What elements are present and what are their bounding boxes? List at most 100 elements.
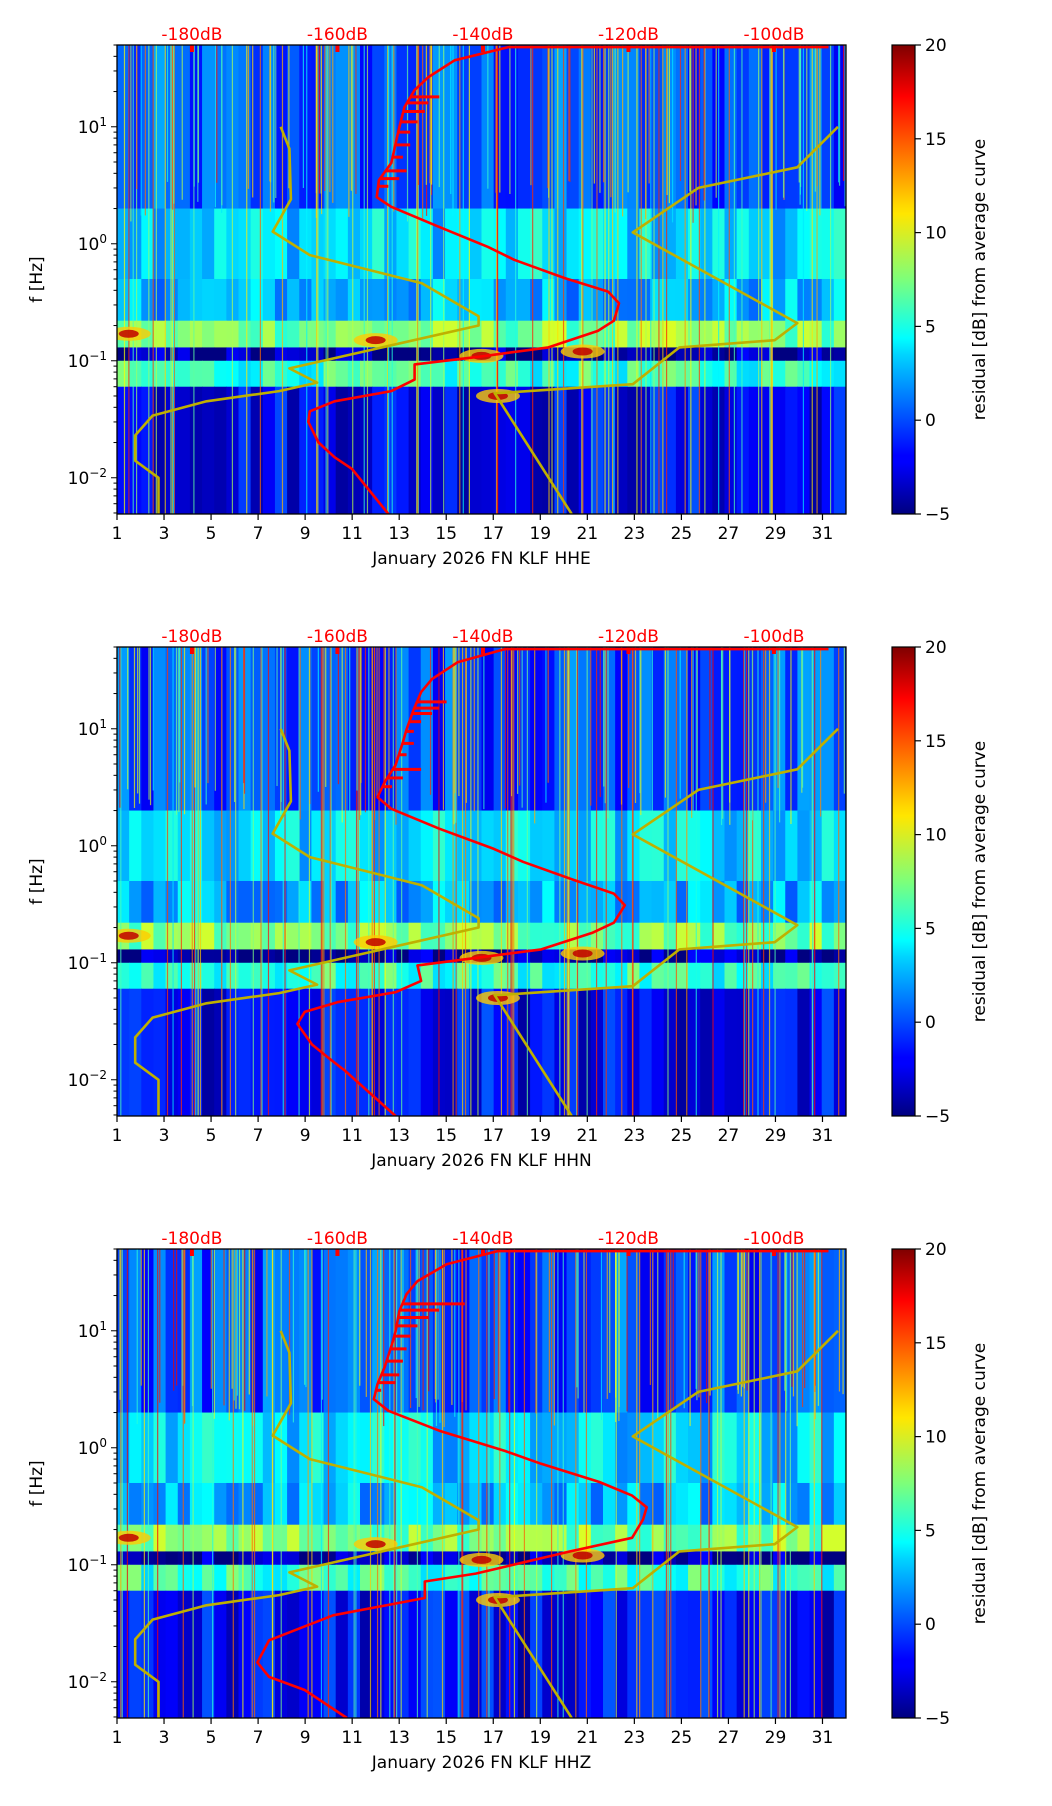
spectrogram-cell [202,810,215,882]
spectrogram-cell [299,880,312,924]
spectrogram-cell [177,360,191,388]
spectrogram-cell [250,1551,264,1566]
spectrogram-cell [542,922,555,951]
spectrogram-cell [408,45,422,210]
spectrogram-hotspot [118,931,139,940]
spectrogram-streak [453,647,455,825]
spectrogram-cell [360,1482,373,1526]
spectrogram-cell [493,962,507,990]
spectrogram-cell [372,1482,385,1526]
spectrogram-cell [712,880,726,924]
spectrogram-cell [481,360,495,388]
spectrogram-streak [137,647,139,794]
spectrogram-cell [833,1551,846,1566]
x-tick-label: 5 [206,1126,217,1146]
spectrogram-cell [615,1551,628,1566]
spectrogram-streak [602,45,605,183]
spectrogram-cell [432,386,446,514]
spectrogram-cell [603,1524,616,1553]
spectrogram-cell [214,45,227,210]
spectrogram-streak [191,647,193,1116]
db-tick [480,647,485,654]
spectrogram-cell [700,1590,713,1718]
spectrogram-cell [189,1482,203,1526]
spectrogram-cell [700,880,713,924]
spectrogram-cell [809,1551,823,1566]
spectrogram-cell [554,810,568,882]
spectrogram-streak [369,1249,372,1718]
spectrogram-cell [457,1249,470,1414]
spectrogram-streak [526,647,528,1116]
spectrogram-streak [698,45,700,514]
spectrogram-cell [809,1590,823,1718]
spectrogram-streak [311,1249,313,1718]
spectrogram-streak [136,45,138,190]
spectrogram-streak [775,45,777,210]
db-tick [480,45,485,52]
spectrogram-cell [675,45,689,210]
spectrogram-streak [454,647,456,794]
spectrogram-streak [562,45,565,514]
spectrogram-cell [505,208,519,280]
spectrogram-cell [675,1482,689,1526]
spectrogram-streak [695,45,697,206]
spectrogram-cell [323,208,337,280]
spectrogram-cell [797,1524,811,1553]
spectrogram-cell [615,208,628,280]
spectrogram-cell [117,347,130,362]
spectrogram-cell [202,1564,215,1592]
spectrogram-cell [639,1590,653,1718]
y-tick-label: 101 [78,1319,107,1342]
spectrogram-cell [639,922,653,951]
spectrogram-streak [706,1249,708,1404]
db-axis-label: -140dB [452,627,513,647]
spectrogram-cell [274,278,288,322]
spectrogram-streak [452,45,454,217]
spectrogram-cell [760,1564,774,1592]
spectrogram-cell [688,1524,701,1553]
spectrogram-streak [778,647,781,823]
spectrogram-cell [736,647,750,812]
spectrogram-cell [396,208,410,280]
spectrogram-cell [700,360,713,388]
y-tick-exponent: −1 [89,951,107,965]
spectrogram-streak [402,1249,404,1420]
spectrogram-cell [700,1412,713,1484]
y-tick-base: 10 [68,1071,90,1091]
spectrogram-streak [515,45,517,514]
y-tick-label: 10−2 [68,1068,107,1091]
spectrogram-cell [311,1551,325,1566]
spectrogram-cell [748,1412,762,1484]
spectrogram-streak [138,647,141,804]
spectrogram-cell [627,949,641,964]
spectrogram-streak [606,1249,608,1399]
spectrogram-cell [129,208,142,280]
spectrogram-streak [700,1249,702,1718]
spectrogram-streak [760,1249,762,1718]
spectrogram-cell [117,962,130,990]
spectrogram-cell [663,386,677,514]
spectrogram-cell [639,1249,653,1414]
x-tick-label: 17 [482,1728,504,1748]
spectrogram-streak [519,647,521,786]
spectrogram-cell [627,320,641,349]
y-tick-base: 10 [78,118,100,138]
spectrogram-cell [578,880,592,924]
x-tick-label: 21 [577,524,599,544]
spectrogram-cell [663,1590,677,1718]
spectrogram-streak [509,1249,511,1718]
spectrogram-cell [821,988,835,1116]
spectrogram-cell [469,810,483,882]
x-tick-label: 27 [718,524,740,544]
spectrogram-streak [590,647,592,806]
y-tick-base: 10 [78,235,100,255]
spectrogram-streak [666,45,668,196]
spectrogram-cell [675,949,689,964]
spectrogram-streak [814,647,816,1116]
spectrogram-streak [458,647,460,797]
spectrogram-cell [639,988,653,1116]
spectrogram-cell [262,949,276,964]
spectrogram-streak [216,45,218,183]
spectrogram-cell [177,880,191,924]
spectrogram-cell [287,880,300,924]
